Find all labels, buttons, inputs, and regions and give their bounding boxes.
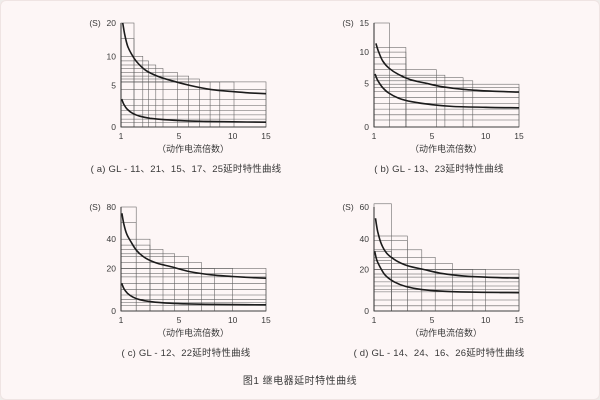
x-tick-label: 10 bbox=[228, 131, 238, 141]
y-tick-label: 40 bbox=[107, 234, 117, 244]
upper-limit-curve bbox=[374, 218, 520, 279]
y-tick-label: 20 bbox=[107, 18, 117, 28]
x-tick-label: 1 bbox=[372, 131, 377, 141]
x-tick-label: 15 bbox=[514, 131, 524, 141]
axes bbox=[373, 23, 519, 128]
y-tick-label: 5 bbox=[111, 80, 116, 90]
x-tick-label: 5 bbox=[177, 315, 182, 325]
y-tick-label: 20 bbox=[107, 263, 117, 273]
x-tick-label: 10 bbox=[481, 315, 491, 325]
chart-caption: ( b) GL - 13、23延时特性曲线 bbox=[374, 164, 504, 175]
axes bbox=[120, 23, 266, 128]
x-tick-label: 5 bbox=[430, 131, 435, 141]
x-axis-label: （动作电流倍数） bbox=[410, 327, 482, 338]
x-tick-label: 15 bbox=[514, 315, 524, 325]
chart-caption: ( a) GL - 11、21、15、17、25延时特性曲线 bbox=[90, 164, 282, 175]
chart-b: 0 5 10 15 1 5 10 15 (S) （动作电流倍数）( b) GL - 13、23延时… bbox=[314, 9, 564, 175]
upper-limit-curve bbox=[121, 213, 267, 279]
upper-limit-curve bbox=[121, 22, 267, 95]
x-tick-label: 1 bbox=[119, 131, 124, 141]
chart-d: 0 20 40 60 1 5 10 15 (S) （动作电流倍数）( d) GL - 14、24、… bbox=[314, 193, 564, 359]
tolerance-step-grid bbox=[120, 206, 267, 312]
y-tick-label: 0 bbox=[364, 306, 369, 316]
y-axis-unit-label: (S) bbox=[89, 202, 101, 212]
y-tick-label: 60 bbox=[360, 202, 370, 212]
x-tick-label: 1 bbox=[372, 315, 377, 325]
x-tick-label: 15 bbox=[261, 131, 271, 141]
figure-title: 图1 继电器延时特性曲线 bbox=[242, 376, 358, 387]
lower-limit-curve bbox=[374, 73, 520, 109]
x-tick-label: 10 bbox=[481, 131, 491, 141]
chart-c: 0 20 40 80 1 5 10 15 (S) （动作电流倍数）( c) GL - 12、22延… bbox=[61, 193, 311, 359]
tolerance-step-grid bbox=[120, 22, 267, 128]
tolerance-step-grid bbox=[373, 203, 520, 312]
chart-caption: ( d) GL - 14、24、16、26延时特性曲线 bbox=[353, 348, 525, 359]
tolerance-step-grid bbox=[373, 22, 520, 128]
x-tick-label: 15 bbox=[261, 315, 271, 325]
lower-limit-curve bbox=[373, 251, 520, 294]
y-tick-label: 80 bbox=[107, 202, 117, 212]
upper-limit-curve bbox=[375, 43, 520, 93]
y-tick-label: 10 bbox=[360, 47, 370, 57]
y-tick-label: 0 bbox=[111, 122, 116, 132]
lower-limit-curve bbox=[120, 98, 267, 123]
x-axis-label: （动作电流倍数） bbox=[410, 143, 482, 154]
lower-limit-curve bbox=[120, 282, 267, 306]
y-tick-label: 0 bbox=[111, 306, 116, 316]
chart-a: 0 5 10 20 1 5 10 15 (S) （动作电流倍数）( a) GL - 11、21、1… bbox=[61, 9, 311, 175]
y-tick-label: 15 bbox=[360, 18, 370, 28]
y-tick-label: 20 bbox=[360, 264, 370, 274]
axes bbox=[373, 207, 519, 312]
x-tick-label: 10 bbox=[228, 315, 238, 325]
y-tick-label: 5 bbox=[364, 78, 369, 88]
y-axis-unit-label: (S) bbox=[89, 18, 101, 28]
y-tick-label: 10 bbox=[107, 51, 117, 61]
x-axis-label: （动作电流倍数） bbox=[157, 143, 229, 154]
y-tick-label: 0 bbox=[364, 122, 369, 132]
x-axis-label: （动作电流倍数） bbox=[157, 327, 229, 338]
chart-caption: ( c) GL - 12、22延时特性曲线 bbox=[121, 348, 251, 359]
y-axis-unit-label: (S) bbox=[342, 202, 354, 212]
y-tick-label: 40 bbox=[360, 234, 370, 244]
x-tick-label: 5 bbox=[430, 315, 435, 325]
x-tick-label: 1 bbox=[119, 315, 124, 325]
axes bbox=[120, 207, 266, 312]
y-axis-unit-label: (S) bbox=[342, 18, 354, 28]
x-tick-label: 5 bbox=[177, 131, 182, 141]
